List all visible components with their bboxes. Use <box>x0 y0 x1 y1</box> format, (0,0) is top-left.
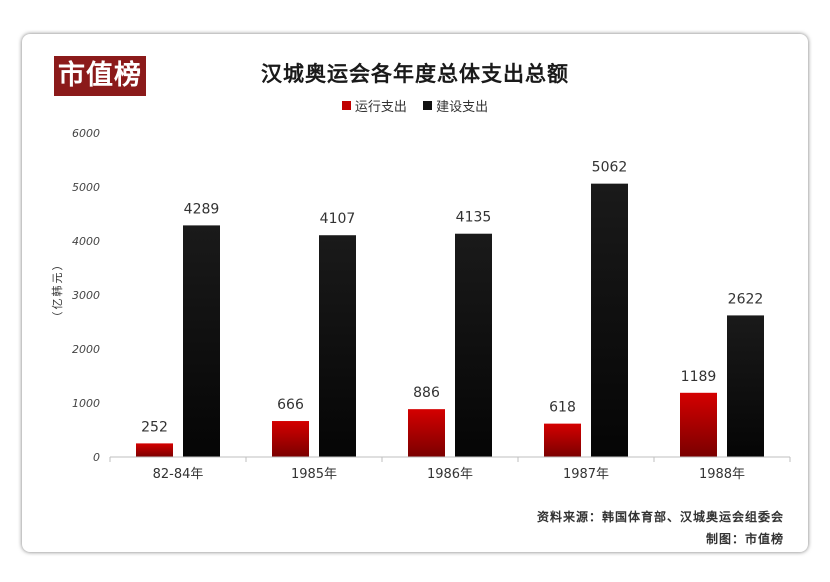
bar-construction <box>183 225 220 457</box>
data-label: 886 <box>413 385 440 401</box>
y-tick-label: 5000 <box>72 181 100 194</box>
bar-operating <box>680 392 717 457</box>
chart-legend: 运行支出 建设支出 <box>0 96 830 115</box>
bar-operating <box>272 421 309 457</box>
bar-operating <box>544 423 581 457</box>
x-axis-ticks: 82-84年 1985年 1986年 1987年 1988年 <box>109 457 791 482</box>
x-tick-label: 1988年 <box>699 467 745 482</box>
chart-card <box>22 34 808 552</box>
legend-swatch-operating <box>341 101 351 110</box>
bar-construction <box>319 235 356 457</box>
y-tick-label: 3000 <box>72 289 100 302</box>
data-label: 252 <box>141 419 168 435</box>
data-label: 4289 <box>184 201 220 217</box>
credit-note: 制图：市值榜 <box>705 532 784 546</box>
y-tick-label: 2000 <box>72 343 100 356</box>
bar-operating <box>136 443 173 457</box>
data-label: 5062 <box>592 160 628 176</box>
y-axis-ticks: 0 1000 2000 3000 4000 5000 6000 <box>72 127 100 464</box>
bar-construction <box>591 183 628 458</box>
legend-swatch-construction <box>423 101 433 110</box>
x-tick-label: 1986年 <box>427 467 473 482</box>
data-label: 4107 <box>320 211 356 227</box>
data-label: 4135 <box>456 210 492 226</box>
data-label: 2622 <box>728 291 764 307</box>
chart-title: 汉城奥运会各年度总体支出总额 <box>261 62 569 86</box>
brand-logo: 市值榜 <box>54 56 146 96</box>
data-label: 666 <box>277 397 304 413</box>
x-tick-label: 82-84年 <box>153 467 204 482</box>
x-tick-label: 1985年 <box>291 467 337 482</box>
legend-item-construction: 建设支出 <box>423 96 488 115</box>
y-tick-label: 4000 <box>72 235 100 248</box>
bar-operating <box>408 409 445 457</box>
legend-label-construction: 建设支出 <box>436 100 489 115</box>
y-tick-label: 0 <box>93 451 100 464</box>
x-tick-label: 1987年 <box>563 467 609 482</box>
data-label: 618 <box>549 400 576 416</box>
legend-label-operating: 运行支出 <box>354 100 407 115</box>
source-note: 资料来源：韩国体育部、汉城奥运会组委会 <box>536 510 784 524</box>
data-label: 1189 <box>681 369 717 385</box>
y-tick-label: 6000 <box>72 127 100 140</box>
bars: 252 4289 666 4107 886 4135 618 5062 1189 2622 <box>136 160 764 458</box>
bar-construction <box>455 233 492 457</box>
y-tick-label: 1000 <box>72 397 100 410</box>
bar-construction <box>727 315 764 457</box>
legend-item-operating: 运行支出 <box>341 96 407 115</box>
